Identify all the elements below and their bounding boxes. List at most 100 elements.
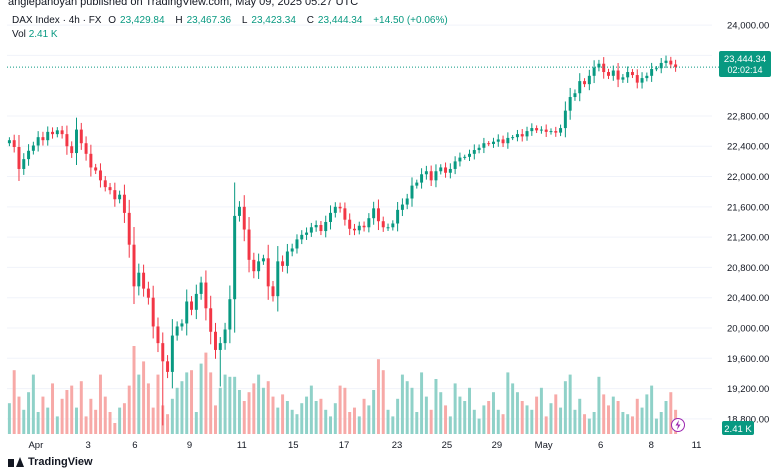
candle-body	[654, 68, 658, 70]
candle-body	[122, 194, 126, 213]
volume-bar	[70, 385, 74, 434]
volume-bar	[343, 387, 347, 434]
candle-body	[429, 171, 433, 181]
y-tick-label: 24,000.00	[727, 21, 769, 32]
volume-value: 2.41 K	[28, 29, 58, 40]
candle-body	[592, 67, 596, 76]
volume-bar	[170, 398, 174, 434]
volume-bar	[472, 409, 476, 434]
candle-body	[281, 261, 285, 266]
tradingview-brand[interactable]: TradingView	[8, 456, 93, 468]
candle-body	[563, 110, 567, 129]
candle-body	[602, 63, 606, 73]
volume-bar	[468, 387, 471, 434]
x-tick-label: 3	[85, 440, 90, 451]
candle-body	[410, 185, 414, 199]
candle-body	[530, 128, 534, 132]
volume-bar	[333, 403, 337, 434]
candle-body	[285, 251, 289, 266]
volume-bar	[142, 361, 146, 434]
x-tick-label: 29	[492, 440, 503, 451]
candle-body	[348, 219, 352, 229]
candle-body	[276, 261, 280, 297]
volume-label: Vol	[12, 29, 26, 40]
candle-body	[520, 134, 524, 137]
candle-body	[568, 97, 572, 111]
candle-body	[554, 131, 558, 133]
volume-bar	[194, 412, 198, 434]
volume-bar	[664, 401, 668, 434]
low-value: 23,423.34	[251, 15, 296, 26]
volume-bar	[166, 414, 170, 434]
x-tick-label: 11	[237, 440, 247, 451]
candle-body	[501, 139, 505, 144]
candle-body	[444, 167, 448, 173]
candle-body	[146, 288, 150, 298]
volume-bar	[400, 374, 404, 434]
candle-body	[511, 137, 515, 139]
candle-body	[103, 180, 107, 188]
lightning-icon[interactable]	[671, 418, 685, 432]
candle-body	[453, 161, 457, 169]
candle-body	[166, 361, 170, 372]
y-tick-label: 22,800.00	[727, 111, 769, 122]
candle-body	[55, 130, 59, 135]
candle-body	[242, 206, 246, 230]
candle-body	[635, 75, 639, 83]
volume-bar	[214, 405, 217, 434]
close-label: C	[306, 15, 314, 26]
volume-bar	[626, 414, 630, 434]
x-tick-label: 11	[692, 440, 702, 451]
volume-bar	[146, 383, 150, 434]
open-label: O	[108, 15, 117, 26]
volume-bar	[36, 412, 40, 434]
volume-bar	[84, 416, 88, 434]
candle-body	[611, 70, 615, 76]
candle-body	[89, 153, 93, 168]
candle-body	[180, 323, 184, 327]
y-tick-label: 21,600.00	[727, 202, 769, 213]
volume-bar	[319, 398, 323, 434]
volume-bar	[487, 401, 491, 434]
volume-bar	[252, 383, 256, 434]
candle-body	[204, 282, 208, 309]
volume-bar	[635, 398, 639, 434]
candle-body	[669, 60, 673, 65]
candle-body	[170, 335, 174, 372]
volume-bar	[348, 412, 352, 434]
candle-body	[233, 215, 237, 300]
candle-body	[515, 134, 519, 138]
volume-bar	[113, 423, 117, 434]
volume-bar	[539, 387, 543, 434]
volume-bar	[386, 409, 390, 434]
volume-bar	[645, 394, 649, 434]
y-tick-label: 22,000.00	[727, 172, 769, 183]
volume-bar	[237, 390, 241, 434]
y-axis: 24,000.0023,600.0022,800.0022,400.0022,0…	[727, 21, 769, 426]
volume-bar	[89, 398, 93, 434]
candle-body	[27, 150, 31, 160]
volume-bar	[228, 376, 232, 434]
volume-legend: Vol 2.41 K	[12, 29, 58, 40]
volume-bar	[410, 387, 414, 434]
candle-body	[127, 212, 131, 245]
volume-bar	[156, 374, 160, 434]
volume-badge-value: 2.41 K	[724, 424, 752, 435]
symbol-label[interactable]: DAX Index · 4h · FX	[12, 15, 102, 26]
y-tick-label: 22,400.00	[727, 142, 769, 153]
candle-body	[640, 78, 644, 83]
volume-bar	[46, 407, 50, 434]
volume-bar	[314, 401, 318, 434]
candle-body	[12, 140, 16, 148]
candle-body	[477, 147, 481, 151]
price-badge-value: 23,444.34	[724, 54, 766, 65]
candle-body	[439, 167, 443, 172]
candle-body	[266, 258, 270, 287]
candle-body	[549, 131, 553, 133]
low-label: L	[241, 15, 248, 26]
volume-bar	[482, 405, 486, 434]
candle-body	[22, 159, 26, 169]
volume-bar	[7, 403, 11, 434]
volume-bar	[22, 409, 26, 434]
